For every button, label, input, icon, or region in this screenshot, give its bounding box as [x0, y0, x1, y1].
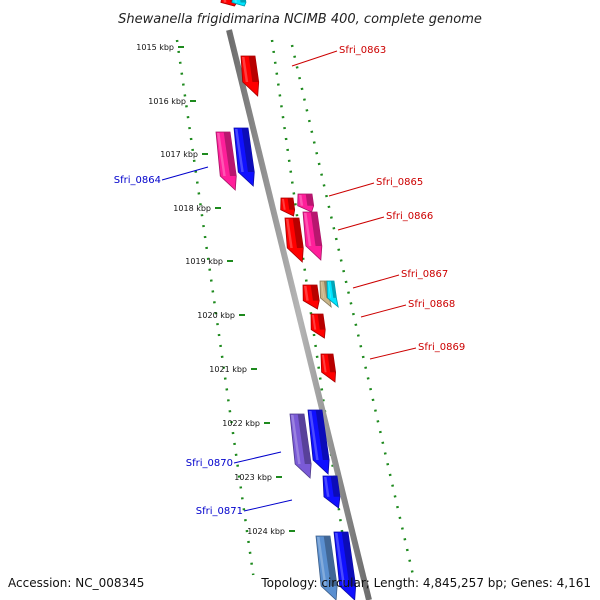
- gene-sfri-0864-b[interactable]: [233, 127, 255, 187]
- gene-top-cyan[interactable]: [231, 0, 247, 7]
- gene-leader-line: [352, 274, 400, 289]
- gene-sfri-0870-b[interactable]: [307, 409, 330, 475]
- scale-tick-label: 1024 kbp: [247, 527, 285, 536]
- gene-leader-line: [369, 347, 417, 360]
- gene-label-sfri-0867[interactable]: Sfri_0867: [401, 269, 448, 280]
- gene-leader-line: [243, 499, 293, 512]
- scale-tick-label: 1017 kbp: [160, 150, 198, 159]
- gene-labels: Sfri_0863 Sfri_0864 Sfri_0865 Sfri_0866 Sfri…: [114, 45, 465, 517]
- gene-label-sfri-0870[interactable]: Sfri_0870: [186, 458, 233, 469]
- scale-tick-label: 1021 kbp: [209, 365, 247, 374]
- scale-tick-label: 1022 kbp: [222, 419, 260, 428]
- gene-label-sfri-0871[interactable]: Sfri_0871: [196, 506, 243, 517]
- gene-leader-line: [360, 304, 407, 318]
- gene-label-sfri-0866[interactable]: Sfri_0866: [386, 211, 433, 222]
- gene-sfri-0870-a[interactable]: [289, 413, 312, 479]
- gene-sfri-0866-a[interactable]: [284, 217, 304, 263]
- scale-tick-label: 1020 kbp: [197, 311, 235, 320]
- accession-text: Accession: NC_008345: [8, 576, 144, 590]
- gene-sfri-0863[interactable]: [240, 55, 260, 97]
- gene-sfri-0867-cyan[interactable]: [326, 280, 339, 309]
- gene-sfri-0866-b[interactable]: [302, 211, 323, 261]
- gene-bottom-blue[interactable]: [333, 531, 357, 600]
- gene-sfri-0864-a[interactable]: [215, 131, 237, 191]
- scale-tick-label: 1019 kbp: [185, 257, 223, 266]
- gene-leader-line: [337, 216, 385, 231]
- gene-bottom-steel[interactable]: [315, 535, 338, 600]
- gene-leader-line: [328, 182, 375, 197]
- track-boundary: [175, 39, 255, 576]
- genome-summary-text: Topology: circular; Length: 4,845,257 bp…: [260, 576, 591, 590]
- gene-label-sfri-0863[interactable]: Sfri_0863: [339, 45, 386, 56]
- gene-sfri-0869[interactable]: [320, 353, 336, 383]
- genome-backbone: [226, 29, 372, 600]
- gene-sfri-0868[interactable]: [310, 313, 326, 339]
- gene-label-sfri-0869[interactable]: Sfri_0869: [418, 342, 465, 353]
- gene-sfri-0865-a[interactable]: [280, 197, 296, 217]
- gene-label-sfri-0865[interactable]: Sfri_0865: [376, 177, 423, 188]
- gene-leader-line: [233, 451, 282, 464]
- feature-tracks: [175, 29, 415, 600]
- gene-features: [215, 0, 357, 600]
- scale-tick-label: 1016 kbp: [148, 97, 186, 106]
- gene-sfri-0865-b[interactable]: [297, 193, 315, 213]
- gene-leader-line: [291, 50, 338, 67]
- scale-ticks: 1015 kbp 1016 kbp 1017 kbp 1018 kbp 1019 kbp…: [136, 43, 295, 536]
- gene-sfri-0871[interactable]: [322, 475, 341, 509]
- scale-tick-label: 1015 kbp: [136, 43, 174, 52]
- gene-sfri-0867[interactable]: [302, 284, 320, 310]
- map-title: Shewanella frigidimarina NCIMB 400, comp…: [118, 12, 482, 27]
- gene-label-sfri-0868[interactable]: Sfri_0868: [408, 299, 455, 310]
- gene-label-sfri-0864[interactable]: Sfri_0864: [114, 175, 161, 186]
- scale-tick-label: 1023 kbp: [234, 473, 272, 482]
- scale-tick-label: 1018 kbp: [173, 204, 211, 213]
- track-boundary: [290, 44, 415, 576]
- gene-leader-line: [161, 166, 209, 181]
